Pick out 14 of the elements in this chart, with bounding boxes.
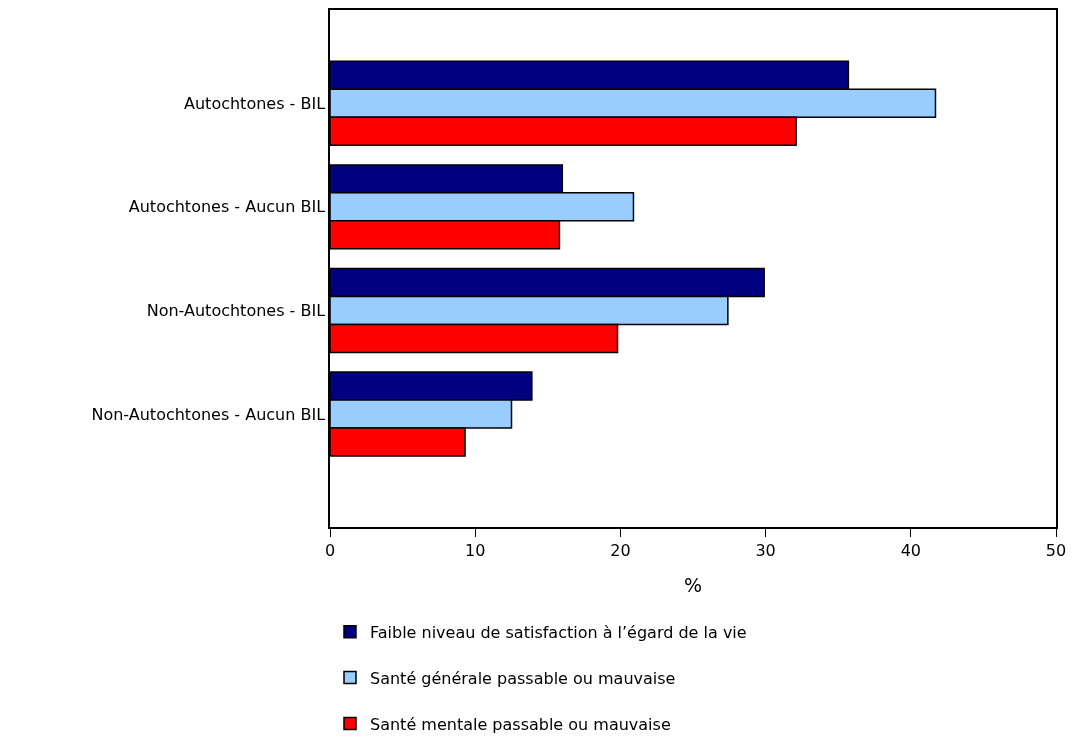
x-tick-label: 40 [900, 540, 921, 560]
y-tick-label: Non-Autochtones - BIL [146, 301, 326, 321]
x-tick-label: 50 [1045, 540, 1067, 560]
legend-label: Santé mentale passable ou mauvaise [370, 714, 671, 734]
x-tick-label: 0 [324, 540, 336, 560]
y-tick-label: Autochtones - BIL [184, 93, 326, 113]
legend-label: Santé générale passable ou mauvaise [370, 668, 676, 688]
x-tick-label: 10 [465, 540, 486, 560]
x-tick-label: 20 [610, 540, 631, 560]
y-tick-label: Autochtones - Aucun BIL [128, 197, 326, 217]
x-tick-label: 30 [755, 540, 776, 560]
x-axis-title: % [683, 574, 703, 597]
y-tick-label: Non-Autochtones - Aucun BIL [91, 404, 326, 424]
legend-label: Faible niveau de satisfaction à l’égard de la vie [370, 623, 747, 643]
